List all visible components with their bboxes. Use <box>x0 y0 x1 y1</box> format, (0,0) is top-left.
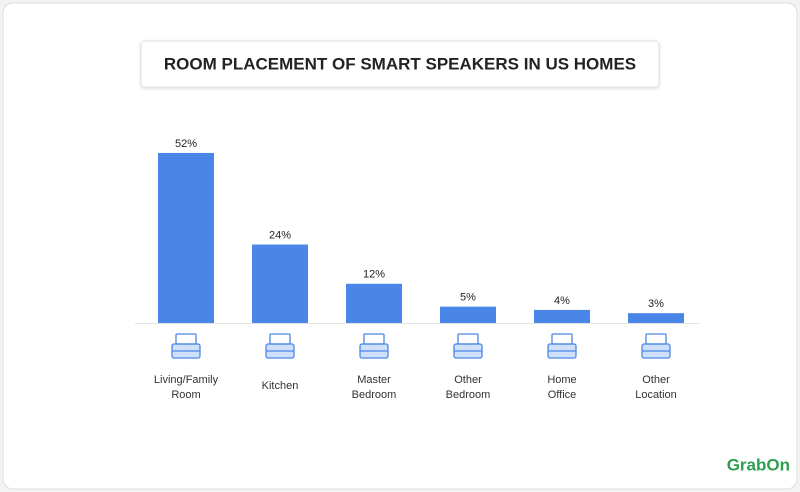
bar <box>346 283 402 323</box>
room-icon <box>453 333 483 359</box>
x-tick-label: Living/Family Room <box>154 374 219 401</box>
value-label: 3% <box>648 298 664 310</box>
title-box <box>140 40 660 88</box>
bar <box>628 313 684 323</box>
chart-title: ROOM PLACEMENT OF SMART SPEAKERS IN US H… <box>164 54 636 73</box>
room-icon <box>359 333 389 359</box>
value-label: 5% <box>460 292 476 304</box>
value-label: 24% <box>269 229 291 241</box>
x-tick-label: Other Location <box>635 374 677 401</box>
bar <box>158 152 214 323</box>
value-label: 12% <box>363 269 385 281</box>
room-icon <box>547 333 577 359</box>
bar <box>252 244 308 323</box>
icon-shape <box>645 333 667 345</box>
icon-shape <box>363 333 385 345</box>
value-label: 4% <box>554 295 570 307</box>
room-icon <box>265 333 295 359</box>
icon-shape <box>269 333 291 345</box>
x-tick-label: Kitchen <box>262 380 299 392</box>
icon-shape <box>457 333 479 345</box>
room-icon <box>641 333 671 359</box>
bar <box>534 309 590 323</box>
brand-logo: GrabOn <box>727 455 790 474</box>
value-label: 52% <box>175 138 197 150</box>
x-tick-label: Other Bedroom <box>446 374 491 401</box>
bar <box>440 306 496 323</box>
icon-shape <box>551 333 573 345</box>
x-tick-label: Home Office <box>547 374 576 401</box>
icon-shape <box>175 333 197 345</box>
x-tick-label: Master Bedroom <box>352 374 397 401</box>
room-icon <box>171 333 201 359</box>
